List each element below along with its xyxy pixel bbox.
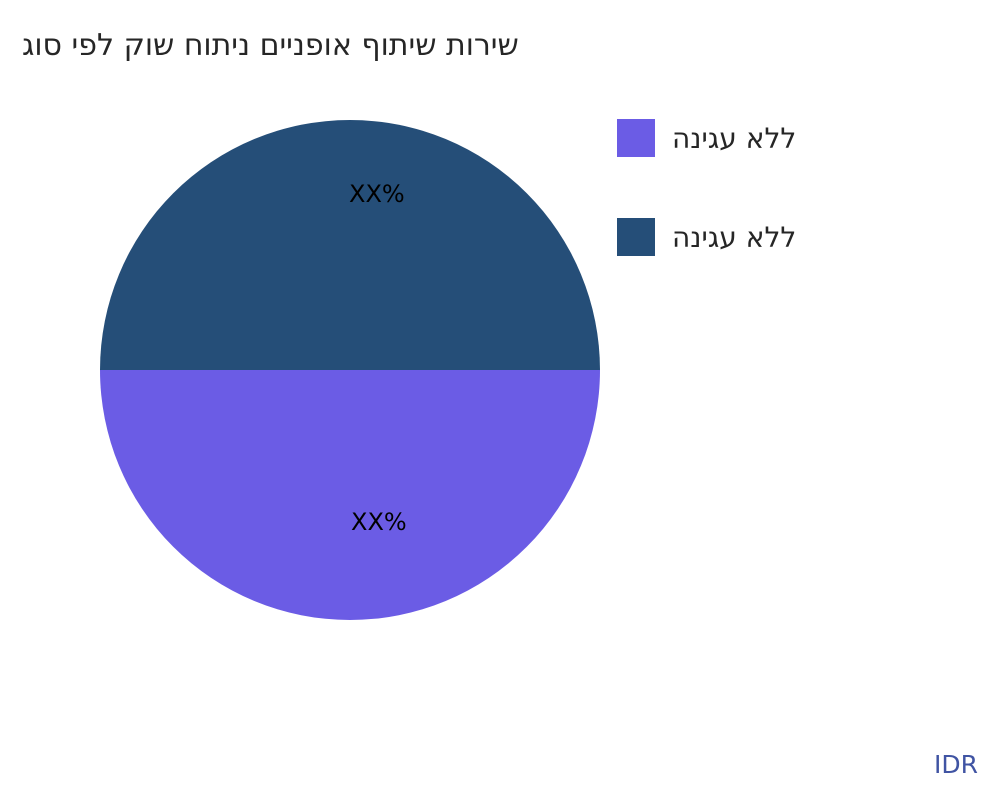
legend: ללא עגינה ללא עגינה xyxy=(617,118,796,316)
pie-chart: XX% XX% xyxy=(100,120,600,620)
legend-label: ללא עגינה xyxy=(672,220,797,254)
pie-slice-label-top: XX% xyxy=(349,180,405,208)
pie-slice-label-bottom: XX% xyxy=(351,508,407,536)
legend-swatch xyxy=(617,218,655,256)
legend-item: ללא עגינה xyxy=(617,217,796,257)
watermark-idr: IDR xyxy=(934,750,978,779)
legend-label: ללא עגינה xyxy=(672,121,797,155)
chart-title: שירות שיתוף אופניים ניתוח שוק לפי סוג xyxy=(22,28,519,63)
legend-item: ללא עגינה xyxy=(617,118,796,158)
legend-swatch xyxy=(617,119,655,157)
